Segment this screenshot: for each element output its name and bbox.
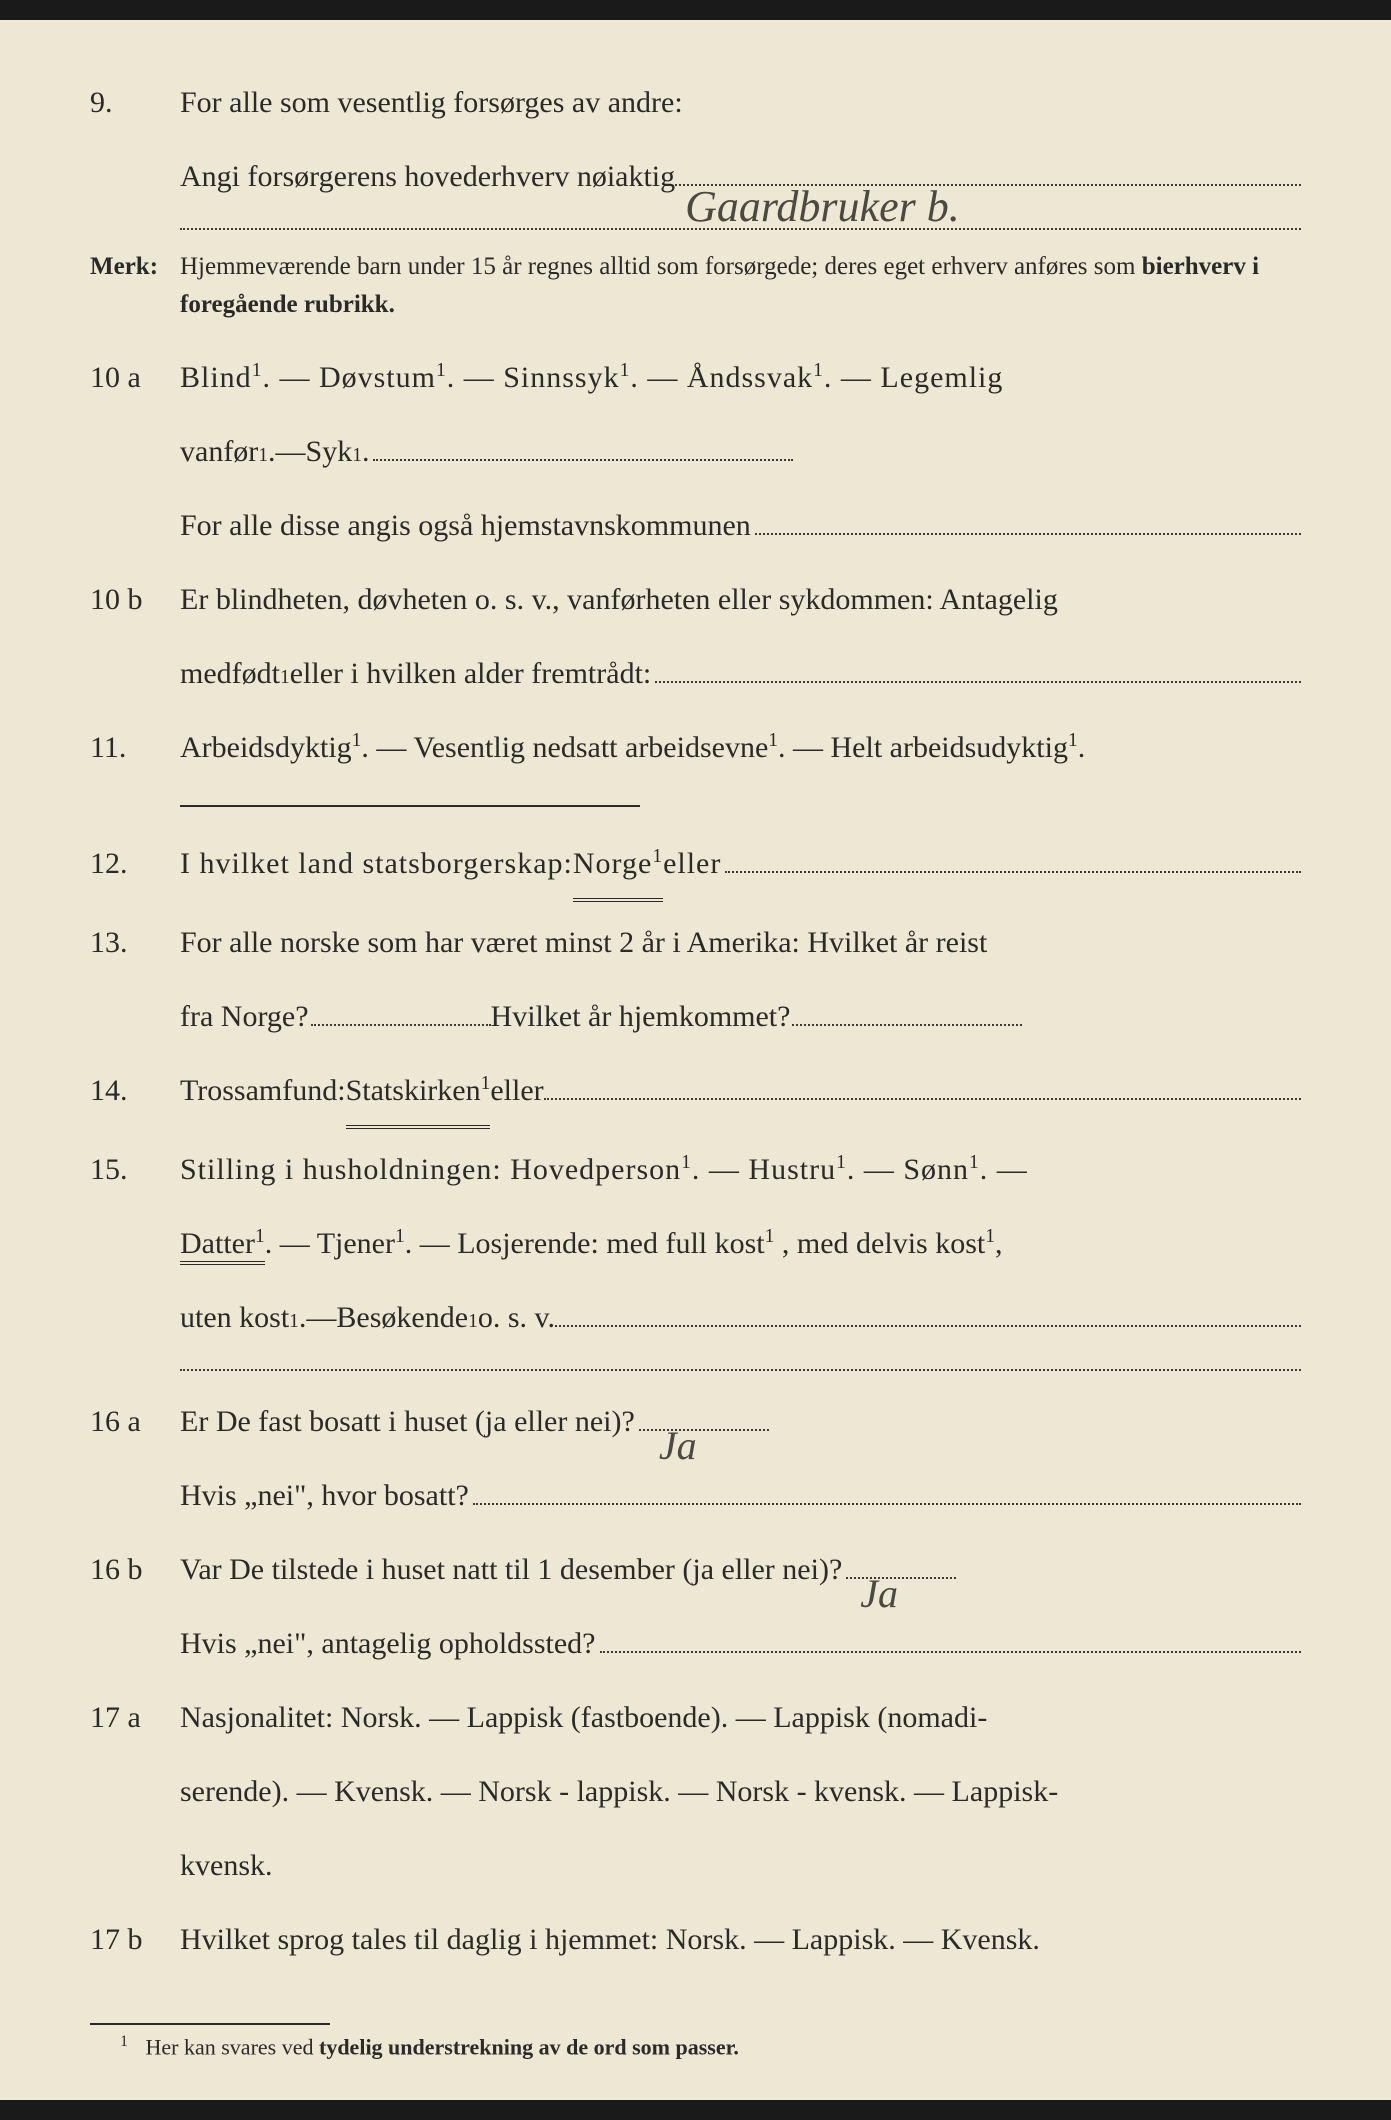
merk-row: Merk: Hjemmeværende barn under 15 år reg… (90, 248, 1301, 323)
q16a-number: 16 a (90, 1389, 180, 1455)
q13-line2: fra Norge? Hvilket år hjemkommet? (90, 984, 1301, 1050)
q16b-number: 16 b (90, 1537, 180, 1603)
q17a-text3: kvensk. (180, 1833, 1301, 1899)
footnote-rule (90, 2023, 330, 2025)
q9-handwritten: Gaardbruker b. (685, 159, 960, 190)
q17a-line1: 17 a Nasjonalitet: Norsk. — Lappisk (fas… (90, 1685, 1301, 1751)
q10a-fill2[interactable] (755, 502, 1301, 535)
q16a-line2: Hvis „nei", hvor bosatt? (90, 1463, 1301, 1529)
q9-number: 9. (90, 70, 180, 136)
q15-line1: 15. Stilling i husholdningen: Hovedperso… (90, 1137, 1301, 1203)
q10b-number: 10 b (90, 567, 180, 633)
q10a-fill1[interactable] (373, 428, 793, 461)
q10a-number: 10 a (90, 345, 180, 411)
q12-norge: Norge1 (573, 831, 663, 902)
q9-line2: Angi forsørgerens hovederhverv nøiaktig … (90, 144, 1301, 210)
q15-fill[interactable] (555, 1294, 1301, 1327)
q13-text1: For alle norske som har været minst 2 år… (180, 910, 1301, 976)
q17a-number: 17 a (90, 1685, 180, 1751)
divider-2 (180, 805, 640, 807)
q9-fill[interactable]: Gaardbruker b. (675, 153, 1301, 186)
q10a-line1: 10 a Blind1. — Døvstum1. — Sinnssyk1. — … (90, 345, 1301, 411)
q12-row: 12. I hvilket land statsborgerskap: Norg… (90, 831, 1301, 902)
census-form-page: 9. For alle som vesentlig forsørges av a… (0, 20, 1391, 2100)
q10b-text1: Er blindheten, døvheten o. s. v., vanfør… (180, 567, 1301, 633)
q12-number: 12. (90, 831, 180, 897)
q13-line1: 13. For alle norske som har været minst … (90, 910, 1301, 976)
q16b-handwritten: Ja (860, 1550, 898, 1581)
q15-line2: Datter1. — Tjener1. — Losjerende: med fu… (90, 1211, 1301, 1277)
q15-line3: uten kost1. — Besøkende1 o. s. v. (90, 1285, 1301, 1351)
merk-label: Merk: (90, 248, 180, 286)
q13-fill2[interactable] (792, 993, 1022, 1026)
q9-text1: For alle som vesentlig forsørges av andr… (180, 70, 1301, 136)
q11-row: 11. Arbeidsdyktig1. — Vesentlig nedsatt … (90, 715, 1301, 781)
q14-fill[interactable] (544, 1067, 1301, 1100)
q16b-fill2[interactable] (600, 1620, 1302, 1653)
footnote: 1 Her kan svares ved tydelig understrekn… (90, 2033, 1301, 2060)
q16b-fill1[interactable]: Ja (846, 1546, 956, 1579)
q9-text2: Angi forsørgerens hovederhverv nøiaktig (180, 144, 675, 210)
q17b-text: Hvilket sprog tales til daglig i hjemmet… (180, 1907, 1301, 1973)
q11-number: 11. (90, 715, 180, 781)
merk-text: Hjemmeværende barn under 15 år regnes al… (180, 248, 1301, 323)
q10b-line2: medfødt1 eller i hvilken alder fremtrådt… (90, 641, 1301, 707)
q15-number: 15. (90, 1137, 180, 1203)
footnote-num: 1 (120, 2033, 128, 2050)
q16b-line2: Hvis „nei", antagelig opholdssted? (90, 1611, 1301, 1677)
q16b-line1: 16 b Var De tilstede i huset natt til 1 … (90, 1537, 1301, 1603)
q10b-line1: 10 b Er blindheten, døvheten o. s. v., v… (90, 567, 1301, 633)
q12-fill[interactable] (725, 840, 1301, 873)
q10a-line3: For alle disse angis også hjemstavnskomm… (90, 493, 1301, 559)
q17a-text2: serende). — Kvensk. — Norsk - lappisk. —… (180, 1759, 1301, 1825)
q16a-handwritten: Ja (659, 1402, 697, 1433)
q10b-fill[interactable] (655, 650, 1301, 683)
q17a-text1: Nasjonalitet: Norsk. — Lappisk (fastboen… (180, 1685, 1301, 1751)
q17b-number: 17 b (90, 1907, 180, 1973)
divider-3 (180, 1369, 1301, 1371)
q14-row: 14. Trossamfund: Statskirken1 eller (90, 1058, 1301, 1129)
q17a-line2: serende). — Kvensk. — Norsk - lappisk. —… (90, 1759, 1301, 1825)
q16a-line1: 16 a Er De fast bosatt i huset (ja eller… (90, 1389, 1301, 1455)
q14-number: 14. (90, 1058, 180, 1124)
q9-line1: 9. For alle som vesentlig forsørges av a… (90, 70, 1301, 136)
q17a-line3: kvensk. (90, 1833, 1301, 1899)
q14-statskirken: Statskirken1 (346, 1058, 491, 1129)
q13-number: 13. (90, 910, 180, 976)
q13-fill1[interactable] (311, 993, 491, 1026)
q15-datter: Datter1 (180, 1227, 265, 1265)
q16a-fill1[interactable]: Ja (639, 1398, 769, 1431)
q10a-line2: vanfør1. — Syk1. (90, 419, 1301, 485)
q16a-fill2[interactable] (473, 1472, 1301, 1505)
q17b-row: 17 b Hvilket sprog tales til daglig i hj… (90, 1907, 1301, 1973)
